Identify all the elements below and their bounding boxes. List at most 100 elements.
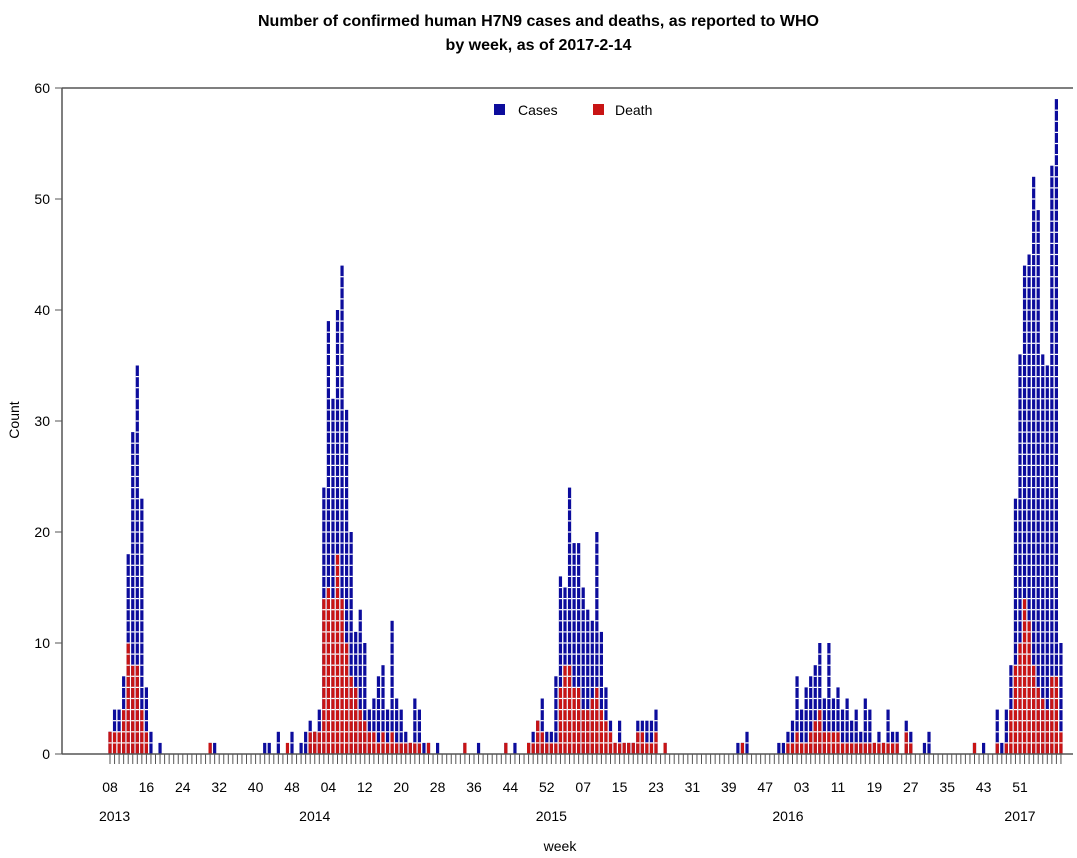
bar-unit-separators [1059, 653, 1063, 744]
bar-unit-separators [390, 631, 394, 744]
bar-cases [436, 742, 440, 754]
bar-unit-separators [800, 720, 804, 744]
bar-death [545, 742, 549, 754]
bar-unit-separators [540, 708, 544, 744]
x-year-label: 2014 [299, 808, 330, 824]
bar-cases [572, 543, 576, 754]
bar-unit-separators [131, 442, 135, 744]
bar-cases [922, 742, 927, 754]
bar-death [649, 742, 654, 754]
bar-death [891, 742, 895, 754]
bar-cases [577, 543, 581, 754]
bar-death [618, 742, 622, 754]
bar-death [463, 742, 467, 754]
legend: Cases Death [494, 102, 652, 118]
bar-unit-separators [854, 720, 858, 744]
bar-unit-separators [863, 708, 867, 744]
bar-unit-separators [308, 731, 312, 744]
bar-cases [1036, 210, 1040, 755]
bar-unit-separators [354, 642, 358, 744]
bar-death [417, 742, 421, 754]
bar-unit-separators [381, 675, 385, 744]
bar-death [363, 720, 367, 754]
bar-unit-separators [840, 720, 845, 744]
bar-unit-separators [608, 731, 613, 744]
bar-death [326, 587, 330, 754]
bar-cases [1054, 99, 1058, 755]
y-tick-label: 60 [34, 80, 50, 96]
bar-unit-separators [417, 720, 421, 744]
x-tick-label: 48 [284, 779, 300, 795]
bar-death [395, 742, 399, 754]
bar-cases [413, 698, 417, 754]
bar-cases [809, 676, 813, 754]
bar-cases [299, 742, 303, 754]
bar-cases [649, 720, 654, 754]
bar-cases [982, 742, 986, 754]
bar-death [622, 742, 626, 754]
bar-unit-separators [363, 653, 367, 744]
bar-death [786, 742, 790, 754]
bar-death [604, 720, 608, 754]
x-year-label: 2017 [1004, 808, 1035, 824]
bar-unit-separators [868, 720, 872, 744]
bar-death [536, 720, 540, 754]
bar-cases [790, 720, 795, 754]
bar-unit-separators [399, 720, 403, 744]
bar-death [995, 742, 999, 754]
bar-unit-separators [1027, 265, 1031, 744]
bar-unit-separators [813, 675, 817, 744]
bar-death [208, 742, 212, 754]
bar-unit-separators [645, 731, 649, 744]
bar-cases [1045, 365, 1049, 754]
bar-death [504, 742, 508, 754]
y-tick-label: 10 [34, 635, 50, 651]
x-year-label: 2013 [99, 808, 130, 824]
bar-cases [1027, 254, 1031, 754]
bar-unit-separators [886, 720, 890, 744]
bar-unit-separators [558, 586, 563, 744]
bar-death [895, 742, 899, 754]
bar-cases [158, 742, 162, 754]
x-year-label: 2016 [772, 808, 803, 824]
x-tick-label: 36 [466, 779, 482, 795]
x-tick-label: 35 [939, 779, 955, 795]
bar-death [804, 742, 808, 754]
bar-unit-separators [112, 720, 117, 744]
bar-death [790, 742, 795, 754]
bar-unit-separators [322, 498, 326, 744]
bar-unit-separators [649, 731, 654, 744]
y-tick-label: 50 [34, 191, 50, 207]
bar-unit-separators [135, 376, 139, 744]
bar-death [854, 742, 858, 754]
bar-unit-separators [636, 731, 640, 744]
x-tick-label: 40 [248, 779, 264, 795]
bar-unit-separators [581, 597, 585, 744]
bar-unit-separators [349, 542, 353, 744]
bar-cases [513, 742, 517, 754]
bar-cases [863, 698, 867, 754]
chart-title-block: Number of confirmed human H7N9 cases and… [0, 10, 1077, 58]
bar-death [1054, 676, 1058, 754]
bar-unit-separators [358, 620, 362, 744]
x-tick-label: 32 [211, 779, 227, 795]
bar-cases [422, 742, 426, 754]
bar-cases [736, 742, 740, 754]
bar-unit-separators [590, 631, 594, 744]
x-tick-label: 03 [794, 779, 810, 795]
bar-unit-separators [395, 708, 399, 744]
bar-cases [263, 742, 267, 754]
bar-unit-separators [367, 720, 371, 744]
bar-unit-separators [836, 697, 840, 744]
bar-unit-separators [595, 542, 599, 744]
bar-cases [372, 698, 376, 754]
bar-death [972, 742, 977, 754]
x-tick-label: 51 [1012, 779, 1028, 795]
bar-unit-separators [1050, 176, 1054, 744]
bar-cases [795, 676, 799, 754]
x-tick-label: 15 [612, 779, 628, 795]
bar-unit-separators [904, 731, 908, 744]
bar-unit-separators [376, 686, 381, 744]
bar-cases [395, 698, 399, 754]
